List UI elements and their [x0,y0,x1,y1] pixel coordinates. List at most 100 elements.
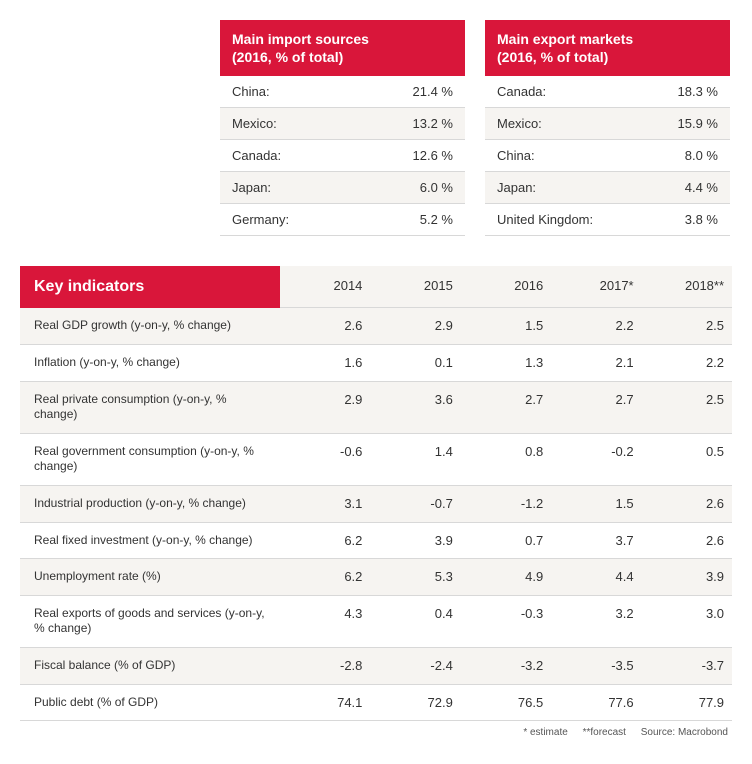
imports-title: Main import sources [232,30,453,48]
ki-row: Real exports of goods and services (y-on… [20,596,732,648]
ki-row: Real private consumption (y-on-y, % chan… [20,382,732,434]
ki-row-value: 77.9 [642,685,732,721]
imports-row-value: 13.2 % [413,116,453,131]
ki-row-label: Industrial production (y-on-y, % change) [20,486,280,522]
ki-row: Fiscal balance (% of GDP)-2.8-2.4-3.2-3.… [20,648,732,685]
exports-row-value: 3.8 % [685,212,718,227]
exports-row: Mexico:15.9 % [485,108,730,140]
exports-row-label: Canada: [497,84,678,99]
ki-year-1: 2015 [370,266,460,308]
ki-row-label: Real exports of goods and services (y-on… [20,596,280,647]
imports-row-value: 5.2 % [420,212,453,227]
ki-row: Unemployment rate (%)6.25.34.94.43.9 [20,559,732,596]
ki-row: Inflation (y-on-y, % change)1.60.11.32.1… [20,345,732,382]
exports-body: Canada:18.3 %Mexico:15.9 %China:8.0 %Jap… [485,76,730,236]
exports-row-value: 15.9 % [678,116,718,131]
ki-row-value: -0.2 [551,434,641,485]
exports-row-value: 4.4 % [685,180,718,195]
ki-row-value: 2.5 [642,308,732,344]
imports-row: China:21.4 % [220,76,465,108]
ki-row-value: 5.3 [370,559,460,595]
imports-row-value: 6.0 % [420,180,453,195]
ki-row-value: 3.1 [280,486,370,522]
ki-row-value: -2.8 [280,648,370,684]
ki-row-value: 3.9 [642,559,732,595]
ki-row-value: -0.3 [461,596,551,647]
imports-row-value: 21.4 % [413,84,453,99]
imports-row-label: Japan: [232,180,420,195]
ki-row-value: -3.7 [642,648,732,684]
imports-row-label: Canada: [232,148,413,163]
exports-row-value: 8.0 % [685,148,718,163]
imports-row: Canada:12.6 % [220,140,465,172]
ki-row-value: 0.4 [370,596,460,647]
ki-row: Real fixed investment (y-on-y, % change)… [20,523,732,560]
ki-row-value: 74.1 [280,685,370,721]
exports-table: Main export markets (2016, % of total) C… [485,20,730,236]
imports-row-label: Germany: [232,212,420,227]
exports-row-label: Mexico: [497,116,678,131]
exports-row-value: 18.3 % [678,84,718,99]
ki-row: Real GDP growth (y-on-y, % change)2.62.9… [20,308,732,345]
exports-row-label: China: [497,148,685,163]
ki-row-value: 2.6 [642,523,732,559]
ki-row: Industrial production (y-on-y, % change)… [20,486,732,523]
ki-row-value: -3.2 [461,648,551,684]
exports-row: Japan:4.4 % [485,172,730,204]
footnote: * estimate **forecast Source: Macrobond [20,721,732,744]
exports-row: China:8.0 % [485,140,730,172]
ki-row-label: Real GDP growth (y-on-y, % change) [20,308,280,344]
ki-row-value: 3.9 [370,523,460,559]
footnote-forecast: **forecast [583,727,626,738]
exports-row: United Kingdom:3.8 % [485,204,730,236]
ki-row-label: Public debt (% of GDP) [20,685,280,721]
ki-row-value: 3.0 [642,596,732,647]
imports-row: Japan:6.0 % [220,172,465,204]
ki-row-value: 2.7 [461,382,551,433]
ki-row-value: 3.7 [551,523,641,559]
ki-row-label: Real fixed investment (y-on-y, % change) [20,523,280,559]
ki-row-value: 4.3 [280,596,370,647]
ki-row-value: 2.6 [280,308,370,344]
imports-subtitle: (2016, % of total) [232,48,453,66]
ki-body: Real GDP growth (y-on-y, % change)2.62.9… [20,308,732,721]
ki-row-value: 2.1 [551,345,641,381]
ki-row-value: 6.2 [280,559,370,595]
ki-row-value: 1.3 [461,345,551,381]
ki-row-value: 77.6 [551,685,641,721]
imports-header: Main import sources (2016, % of total) [220,20,465,76]
footnote-source: Source: Macrobond [641,727,728,738]
ki-row: Real government consumption (y-on-y, % c… [20,434,732,486]
ki-row-value: 0.8 [461,434,551,485]
ki-row-value: 76.5 [461,685,551,721]
ki-row-value: 1.6 [280,345,370,381]
ki-year-4: 2018** [642,266,732,308]
exports-header: Main export markets (2016, % of total) [485,20,730,76]
ki-row: Public debt (% of GDP)74.172.976.577.677… [20,685,732,722]
ki-row-value: -0.7 [370,486,460,522]
ki-row-label: Unemployment rate (%) [20,559,280,595]
ki-row-value: 1.5 [551,486,641,522]
ki-title: Key indicators [20,266,280,308]
ki-year-3: 2017* [551,266,641,308]
ki-row-value: 1.5 [461,308,551,344]
imports-table: Main import sources (2016, % of total) C… [220,20,465,236]
imports-row: Germany:5.2 % [220,204,465,236]
ki-header-row: Key indicators 2014 2015 2016 2017* 2018… [20,266,732,308]
exports-subtitle: (2016, % of total) [497,48,718,66]
top-tables-container: Main import sources (2016, % of total) C… [220,20,732,236]
ki-row-value: 2.9 [280,382,370,433]
ki-row-value: -0.6 [280,434,370,485]
ki-row-value: 3.2 [551,596,641,647]
ki-row-value: -1.2 [461,486,551,522]
ki-row-value: 0.5 [642,434,732,485]
ki-row-value: -3.5 [551,648,641,684]
ki-row-label: Inflation (y-on-y, % change) [20,345,280,381]
ki-row-value: 6.2 [280,523,370,559]
ki-row-value: 2.6 [642,486,732,522]
ki-row-value: -2.4 [370,648,460,684]
ki-row-value: 2.7 [551,382,641,433]
ki-row-value: 1.4 [370,434,460,485]
imports-body: China:21.4 %Mexico:13.2 %Canada:12.6 %Ja… [220,76,465,236]
exports-row-label: United Kingdom: [497,212,685,227]
